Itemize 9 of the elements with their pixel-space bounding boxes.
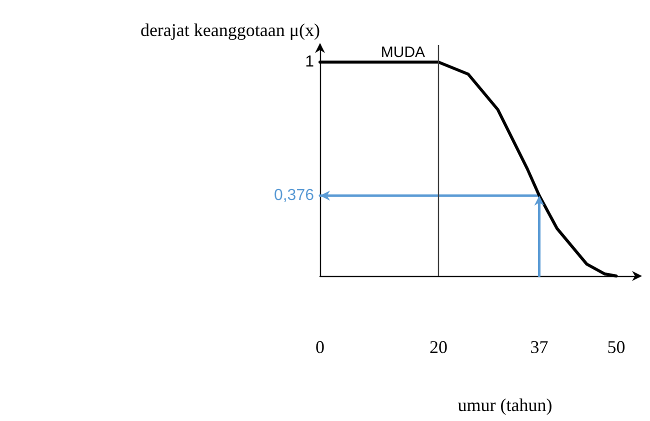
x-tick-label: 20 — [430, 337, 448, 357]
x-tick-label: 50 — [607, 337, 626, 357]
x-tick-label: 37 — [530, 337, 548, 357]
y-axis-title: derajat keanggotaan μ(x) — [140, 20, 320, 40]
series-label: MUDA — [380, 44, 426, 62]
x-axis-title: umur (tahun) — [458, 395, 552, 415]
annotation: 1 — [305, 54, 314, 71]
x-tick-label: 0 — [316, 337, 324, 357]
annotation: 0,376 — [274, 187, 314, 204]
